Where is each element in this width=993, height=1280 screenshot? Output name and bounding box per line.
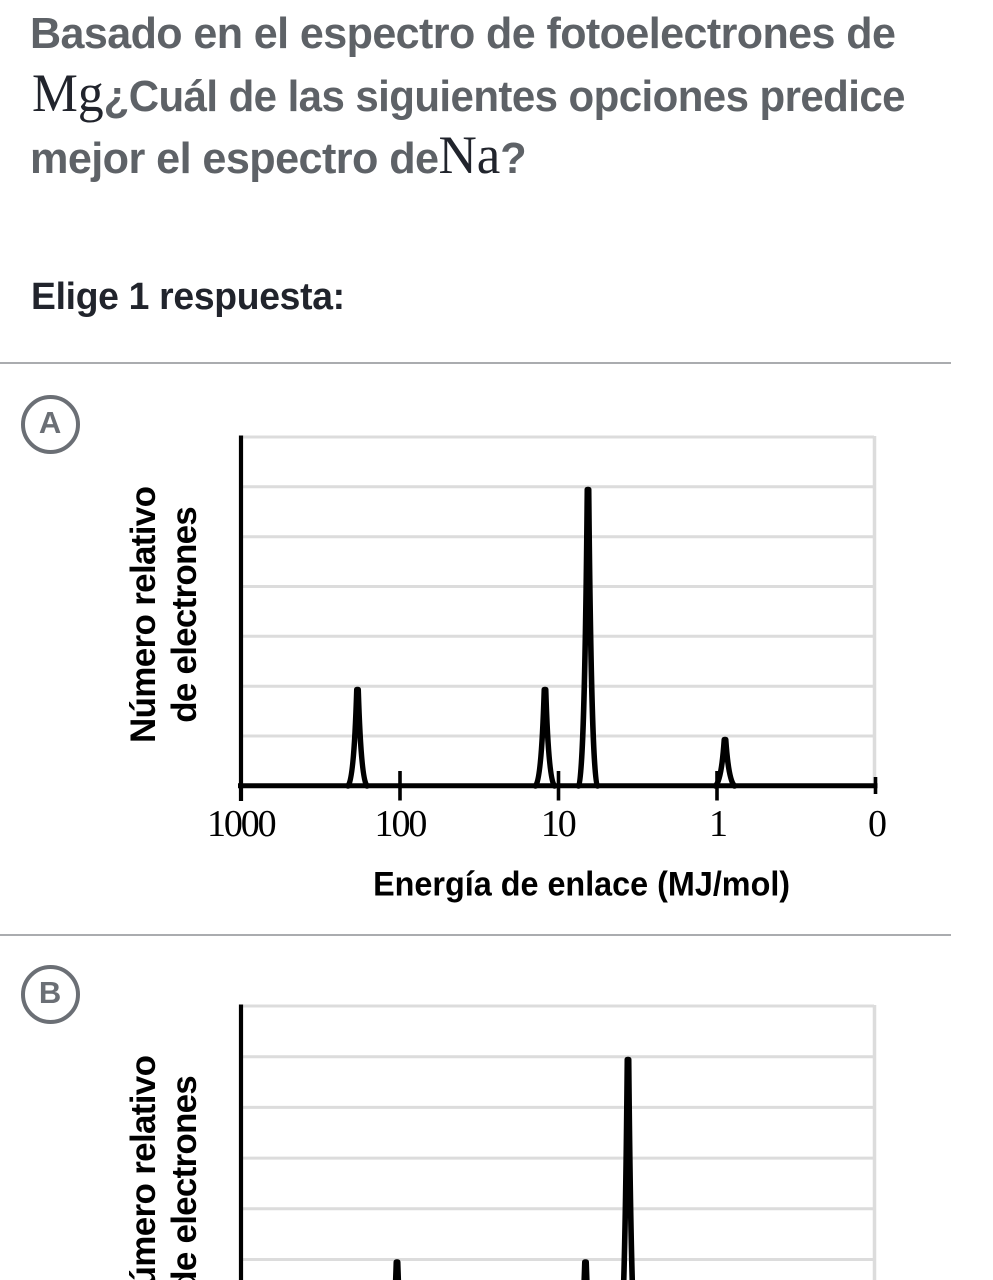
svg-text:Energía de enlace (MJ/mol): Energía de enlace (MJ/mol) [373, 865, 790, 903]
svg-text:100: 100 [375, 803, 427, 845]
svg-text:0: 0 [868, 803, 886, 845]
svg-text:10: 10 [541, 803, 576, 845]
svg-text:1: 1 [709, 803, 726, 845]
svg-text:de electrones: de electrones [165, 1075, 204, 1280]
svg-text:Número relativo: Número relativo [124, 486, 163, 743]
svg-text:1000: 1000 [207, 803, 276, 845]
svg-text:Número relativo: Número relativo [124, 1055, 163, 1280]
svg-text:de electrones: de electrones [165, 506, 204, 723]
